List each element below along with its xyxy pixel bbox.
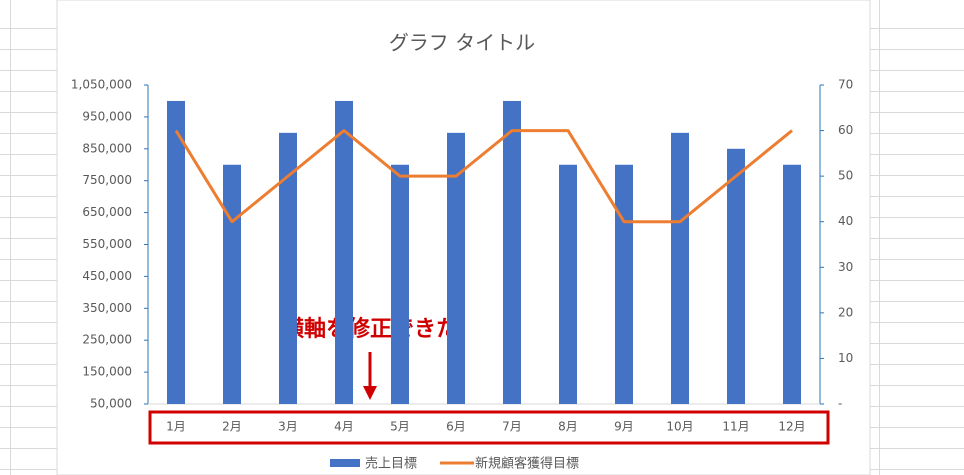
annotation: 横軸を修正できた (282, 316, 458, 342)
bar (503, 100, 521, 404)
y-tick-label: 250,000 (82, 333, 132, 347)
y-tick-label: 1,050,000 (71, 78, 132, 92)
y2-tick-label: 50 (838, 169, 853, 183)
y-tick-label: 50,000 (90, 397, 132, 411)
x-tick-label: 4月 (334, 420, 354, 434)
bar (447, 132, 465, 404)
x-tick-label: 7月 (502, 420, 522, 434)
y2-tick-label: - (838, 397, 842, 411)
bar (559, 164, 577, 404)
line (174, 129, 793, 224)
y2-tick-label: 60 (838, 123, 853, 137)
chart-title: グラフ タイトル (389, 31, 535, 55)
bar (391, 164, 409, 404)
bar (727, 148, 745, 404)
arrow-head (363, 386, 377, 400)
y2-tick-label: 10 (838, 351, 853, 365)
legend-label: 売上目標 (365, 456, 417, 472)
y-tick-label: 550,000 (82, 237, 132, 251)
bar (279, 132, 297, 404)
x-tick-label: 5月 (390, 420, 410, 434)
y2-tick-label: 20 (838, 305, 853, 319)
highlight-box (148, 410, 830, 445)
y-tick-label: 850,000 (82, 141, 132, 155)
x-tick-label: 10月 (666, 420, 693, 434)
y-tick-label: 450,000 (82, 269, 132, 283)
legend-swatch (330, 459, 360, 467)
x-tick-label: 2月 (222, 420, 242, 434)
bar (335, 100, 353, 404)
y-tick-label: 750,000 (82, 173, 132, 187)
y2-tick-label: 40 (838, 214, 853, 228)
bar (783, 164, 801, 404)
legend-label: 新規顧客獲得目標 (475, 456, 579, 472)
y-tick-label: 150,000 (82, 365, 132, 379)
y2-tick-label: 30 (838, 260, 853, 274)
x-tick-label: 9月 (614, 420, 634, 434)
x-tick-label: 1月 (166, 420, 186, 434)
y-tick-label: 350,000 (82, 301, 132, 315)
bar (615, 164, 633, 404)
x-tick-label: 11月 (722, 420, 749, 434)
bar (671, 132, 689, 404)
y-tick-label: 650,000 (82, 205, 132, 219)
x-tick-label: 6月 (446, 420, 466, 434)
x-tick-label: 12月 (778, 420, 805, 434)
x-tick-label: 8月 (558, 420, 578, 434)
x-tick-label: 3月 (278, 420, 298, 434)
y-tick-label: 950,000 (82, 109, 132, 123)
bar (223, 164, 241, 404)
y2-tick-label: 70 (838, 78, 853, 92)
bar (167, 100, 185, 404)
